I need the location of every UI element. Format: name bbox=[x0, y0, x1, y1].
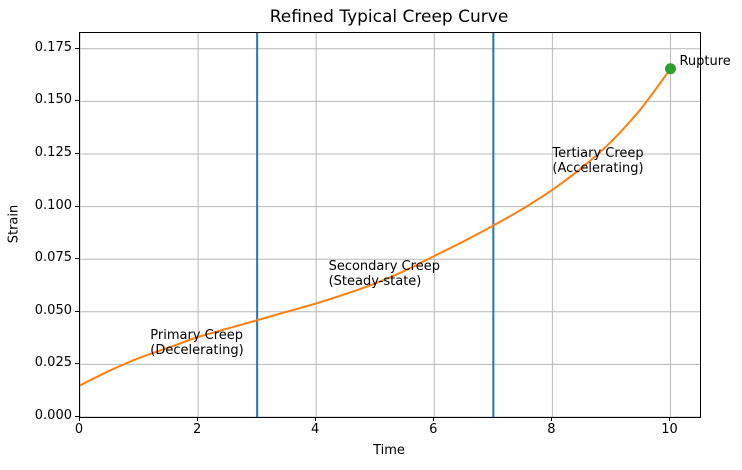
x-tick-label: 4 bbox=[311, 422, 320, 437]
annotation-primary-creep-line: Primary Creep bbox=[150, 327, 244, 343]
x-axis-label: Time bbox=[373, 443, 405, 458]
y-tick-label: 0.075 bbox=[34, 250, 72, 266]
x-tick-label: 0 bbox=[74, 422, 84, 437]
y-tick-mark bbox=[75, 310, 79, 312]
y-tick-mark bbox=[75, 47, 79, 49]
rupture-label: Rupture bbox=[679, 54, 730, 69]
creep-strain-curve bbox=[80, 67, 672, 387]
x-tick-label: 2 bbox=[192, 422, 202, 437]
y-tick-mark bbox=[75, 258, 79, 260]
rupture-marker bbox=[664, 63, 676, 75]
annotation-secondary-creep-line: (Steady-state) bbox=[328, 274, 422, 290]
annotation-secondary-creep-line: Secondary Creep bbox=[328, 259, 440, 275]
x-tick-mark bbox=[79, 417, 80, 421]
x-tick-mark bbox=[551, 417, 553, 421]
annotation-tertiary-creep: Tertiary Creep (Accelerating) bbox=[552, 146, 643, 176]
rupture-label-line: Rupture bbox=[679, 53, 731, 69]
y-tick-label: 0.175 bbox=[34, 39, 72, 55]
y-tick-label: 0.000 bbox=[34, 408, 72, 423]
y-tick-label: 0.025 bbox=[34, 355, 72, 371]
chart-title: Refined Typical Creep Curve bbox=[269, 7, 509, 27]
annotation-primary-creep-line: (Decelerating) bbox=[150, 342, 244, 358]
y-tick-label: 0.100 bbox=[34, 197, 72, 213]
annotation-tertiary-creep-line: Tertiary Creep bbox=[552, 145, 644, 161]
x-tick-mark bbox=[197, 417, 199, 421]
annotation-primary-creep: Primary Creep (Decelerating) bbox=[150, 328, 243, 358]
y-tick-label: 0.050 bbox=[34, 302, 72, 318]
y-tick-mark bbox=[75, 205, 79, 207]
x-tick-mark bbox=[315, 417, 317, 421]
y-tick-label: 0.125 bbox=[34, 144, 72, 160]
plot-area: Primary Creep (Decelerating) Secondary Cre… bbox=[79, 32, 731, 418]
x-tick-label: 6 bbox=[429, 422, 438, 437]
y-tick-label: 0.150 bbox=[34, 92, 72, 108]
x-tick-mark bbox=[433, 417, 435, 421]
x-tick-mark bbox=[669, 417, 671, 421]
y-tick-mark bbox=[75, 100, 79, 102]
x-tick-label: 10 bbox=[661, 422, 678, 437]
annotation-tertiary-creep-line: (Accelerating) bbox=[552, 160, 644, 176]
annotation-secondary-creep: Secondary Creep (Steady-state) bbox=[329, 259, 440, 289]
y-tick-mark bbox=[75, 363, 79, 365]
creep-curve-plot bbox=[80, 33, 700, 417]
x-tick-label: 8 bbox=[547, 422, 556, 437]
y-tick-mark bbox=[75, 152, 79, 154]
y-tick-mark bbox=[75, 416, 79, 417]
y-axis-label-text: Strain bbox=[6, 204, 22, 244]
